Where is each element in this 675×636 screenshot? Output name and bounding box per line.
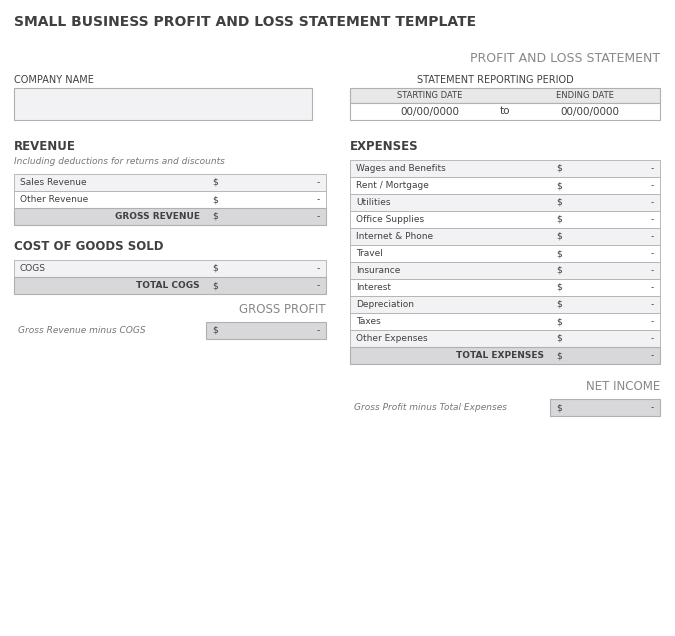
Text: $: $ bbox=[212, 326, 218, 335]
Text: $: $ bbox=[556, 317, 562, 326]
Text: -: - bbox=[651, 351, 654, 360]
Text: Interest: Interest bbox=[356, 283, 391, 292]
Bar bbox=[350, 177, 660, 194]
Text: $: $ bbox=[212, 178, 218, 187]
Text: -: - bbox=[651, 164, 654, 173]
Text: COMPANY NAME: COMPANY NAME bbox=[14, 75, 94, 85]
Text: $: $ bbox=[556, 351, 562, 360]
Text: $: $ bbox=[556, 232, 562, 241]
Text: $: $ bbox=[556, 266, 562, 275]
Text: Rent / Mortgage: Rent / Mortgage bbox=[356, 181, 429, 190]
Bar bbox=[14, 208, 326, 225]
Bar bbox=[350, 279, 660, 296]
Text: -: - bbox=[651, 283, 654, 292]
Bar bbox=[14, 191, 326, 208]
Text: $: $ bbox=[212, 264, 218, 273]
Text: -: - bbox=[651, 300, 654, 309]
Text: Gross Profit minus Total Expenses: Gross Profit minus Total Expenses bbox=[354, 403, 507, 412]
Bar bbox=[350, 296, 660, 313]
Text: Wages and Benefits: Wages and Benefits bbox=[356, 164, 446, 173]
Text: SMALL BUSINESS PROFIT AND LOSS STATEMENT TEMPLATE: SMALL BUSINESS PROFIT AND LOSS STATEMENT… bbox=[14, 15, 476, 29]
Text: -: - bbox=[317, 264, 320, 273]
Text: Travel: Travel bbox=[356, 249, 383, 258]
Bar bbox=[14, 277, 326, 294]
Text: Internet & Phone: Internet & Phone bbox=[356, 232, 433, 241]
Text: $: $ bbox=[556, 215, 562, 224]
Text: -: - bbox=[317, 281, 320, 290]
Text: -: - bbox=[317, 195, 320, 204]
Text: Other Expenses: Other Expenses bbox=[356, 334, 428, 343]
Text: Other Revenue: Other Revenue bbox=[20, 195, 88, 204]
Text: -: - bbox=[651, 198, 654, 207]
Text: PROFIT AND LOSS STATEMENT: PROFIT AND LOSS STATEMENT bbox=[470, 52, 660, 64]
Bar bbox=[14, 260, 326, 277]
Text: Depreciation: Depreciation bbox=[356, 300, 414, 309]
Text: Insurance: Insurance bbox=[356, 266, 400, 275]
Text: ENDING DATE: ENDING DATE bbox=[556, 91, 614, 100]
Bar bbox=[350, 228, 660, 245]
Text: -: - bbox=[317, 326, 320, 335]
Bar bbox=[14, 174, 326, 191]
Bar bbox=[14, 88, 312, 120]
Text: STARTING DATE: STARTING DATE bbox=[398, 91, 462, 100]
Text: 00/00/0000: 00/00/0000 bbox=[560, 106, 620, 116]
Bar bbox=[350, 103, 660, 120]
Text: Sales Revenue: Sales Revenue bbox=[20, 178, 86, 187]
Text: $: $ bbox=[556, 181, 562, 190]
Text: -: - bbox=[651, 403, 654, 412]
Text: -: - bbox=[651, 266, 654, 275]
Text: COGS: COGS bbox=[20, 264, 46, 273]
Text: COST OF GOODS SOLD: COST OF GOODS SOLD bbox=[14, 240, 163, 254]
Text: NET INCOME: NET INCOME bbox=[586, 380, 660, 392]
Bar bbox=[350, 211, 660, 228]
Bar bbox=[350, 194, 660, 211]
Bar bbox=[350, 347, 660, 364]
Bar bbox=[350, 245, 660, 262]
Bar bbox=[350, 160, 660, 177]
Text: to: to bbox=[500, 106, 510, 116]
Text: $: $ bbox=[556, 403, 562, 412]
Text: -: - bbox=[317, 178, 320, 187]
Text: -: - bbox=[651, 334, 654, 343]
Text: Taxes: Taxes bbox=[356, 317, 381, 326]
Text: $: $ bbox=[556, 300, 562, 309]
Text: -: - bbox=[651, 232, 654, 241]
Text: Office Supplies: Office Supplies bbox=[356, 215, 424, 224]
Text: $: $ bbox=[556, 283, 562, 292]
Text: -: - bbox=[651, 317, 654, 326]
Text: $: $ bbox=[556, 334, 562, 343]
Text: -: - bbox=[651, 181, 654, 190]
Text: REVENUE: REVENUE bbox=[14, 141, 76, 153]
Bar bbox=[550, 399, 660, 416]
Text: -: - bbox=[651, 249, 654, 258]
Text: $: $ bbox=[212, 212, 218, 221]
Bar bbox=[350, 330, 660, 347]
Text: 00/00/0000: 00/00/0000 bbox=[400, 106, 460, 116]
Bar bbox=[350, 313, 660, 330]
Text: $: $ bbox=[556, 249, 562, 258]
Text: -: - bbox=[651, 215, 654, 224]
Text: GROSS PROFIT: GROSS PROFIT bbox=[240, 303, 326, 315]
Text: Including deductions for returns and discounts: Including deductions for returns and dis… bbox=[14, 156, 225, 165]
Text: GROSS REVENUE: GROSS REVENUE bbox=[115, 212, 200, 221]
Text: -: - bbox=[317, 212, 320, 221]
Text: $: $ bbox=[212, 281, 218, 290]
Text: STATEMENT REPORTING PERIOD: STATEMENT REPORTING PERIOD bbox=[416, 75, 573, 85]
Text: Gross Revenue minus COGS: Gross Revenue minus COGS bbox=[18, 326, 146, 335]
Bar bbox=[206, 322, 326, 339]
Text: $: $ bbox=[556, 164, 562, 173]
Text: TOTAL EXPENSES: TOTAL EXPENSES bbox=[456, 351, 544, 360]
Bar bbox=[350, 88, 660, 103]
Text: Utilities: Utilities bbox=[356, 198, 391, 207]
Bar bbox=[350, 262, 660, 279]
Text: TOTAL COGS: TOTAL COGS bbox=[136, 281, 200, 290]
Text: $: $ bbox=[556, 198, 562, 207]
Text: $: $ bbox=[212, 195, 218, 204]
Text: EXPENSES: EXPENSES bbox=[350, 141, 418, 153]
